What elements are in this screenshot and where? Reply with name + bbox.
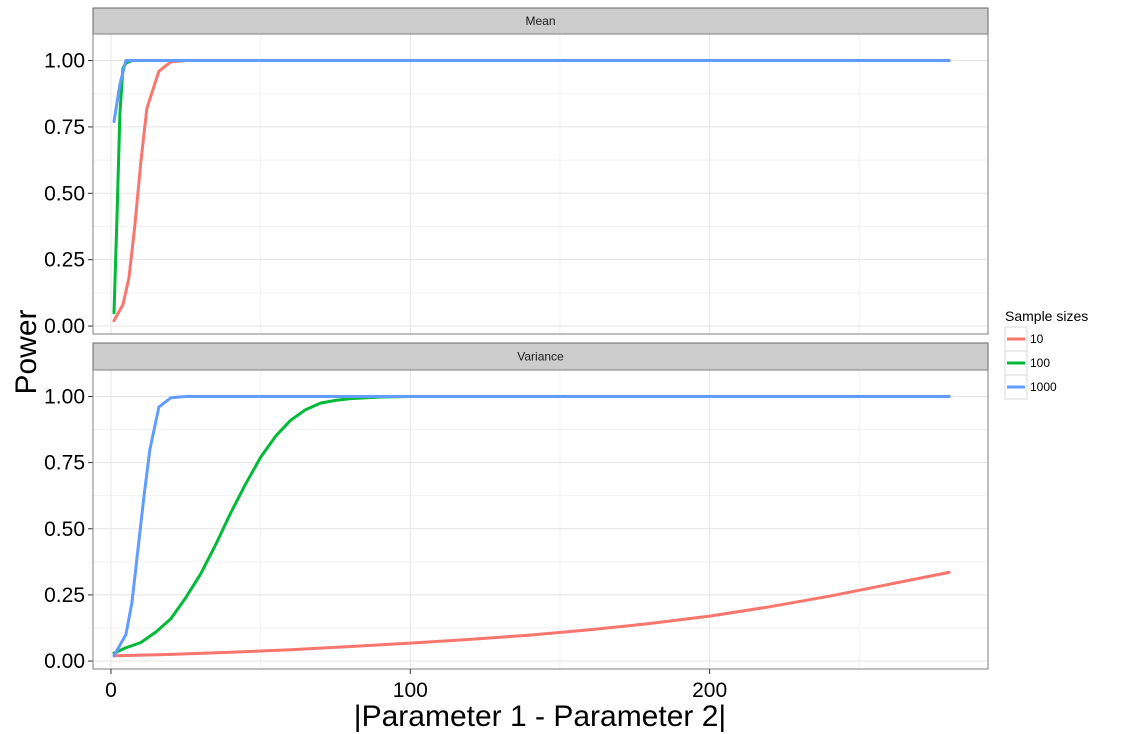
y-tick-label: 0.75 (44, 116, 85, 139)
y-tick-label: 0.00 (44, 650, 85, 673)
legend-label: 100 (1030, 356, 1050, 370)
facet-strip-label: Mean (525, 14, 555, 28)
panel-border (92, 369, 989, 670)
y-tick-label: 0.75 (44, 452, 85, 475)
y-axis-title: Power (10, 309, 43, 394)
x-tick-label: 0 (105, 679, 117, 702)
panel-border (92, 33, 989, 335)
y-tick-label: 0.25 (44, 584, 85, 607)
y-tick-label: 0.50 (44, 518, 85, 541)
facet-strip (92, 7, 989, 35)
y-tick-label: 0.00 (44, 315, 85, 338)
series-line-10 (112, 570, 951, 658)
panel-mean: Mean 0.00 0.25 0.50 0.75 1.00 (44, 7, 989, 338)
legend-entry-100: 100 (1004, 350, 1050, 376)
facet-strip (92, 342, 989, 371)
x-axis-title: |Parameter 1 - Parameter 2| (354, 700, 726, 733)
series-line-1000 (112, 395, 951, 658)
y-tick-label: 0.50 (44, 182, 85, 205)
axes: Power |Parameter 1 - Parameter 2| (10, 309, 726, 733)
y-tick-label: 1.00 (44, 50, 85, 73)
x-axis: 0 100 200 (105, 669, 727, 702)
legend-label: 10 (1030, 332, 1044, 346)
panels: Mean 0.00 0.25 0.50 0.75 1.00 Variance 0.00 0.25… (44, 7, 989, 702)
x-tick-label: 100 (393, 679, 428, 702)
facet-strip-label: Variance (517, 350, 564, 364)
legend: Sample sizes 10 100 1000 (1004, 308, 1088, 400)
y-tick-label: 1.00 (44, 385, 85, 408)
series-line-1000 (112, 59, 951, 124)
legend-label: 1000 (1030, 380, 1057, 394)
y-tick-label: 0.25 (44, 249, 85, 272)
legend-entry-10: 10 (1004, 326, 1044, 352)
legend-title: Sample sizes (1005, 308, 1088, 324)
panel-variance: Variance 0.00 0.25 0.50 0.75 1.00 (44, 342, 989, 673)
panel-background (93, 370, 988, 669)
legend-entry-1000: 1000 (1004, 374, 1057, 400)
x-tick-label: 200 (692, 679, 727, 702)
panel-background (93, 34, 988, 334)
